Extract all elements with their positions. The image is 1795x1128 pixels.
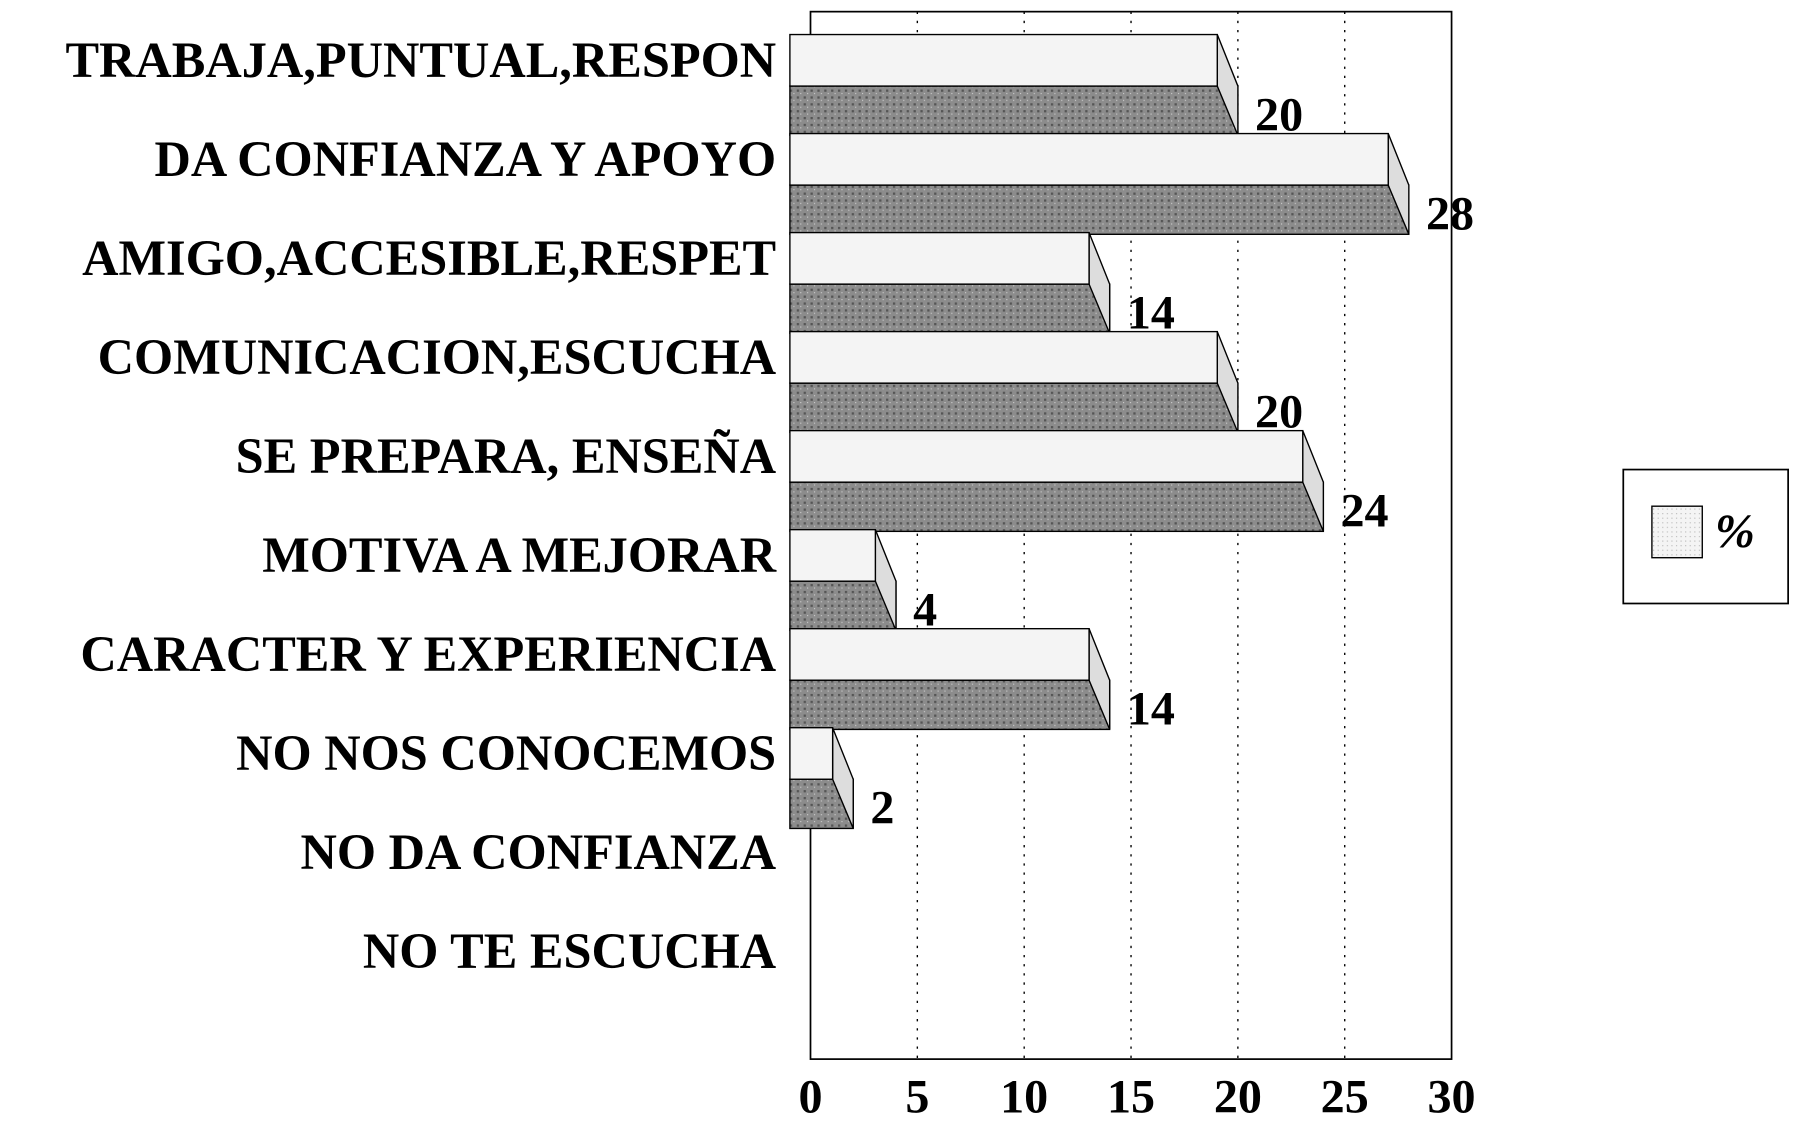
- y-tick-label: NO DA CONFIANZA: [301, 824, 777, 880]
- y-tick-label: TRABAJA,PUNTUAL,RESPON: [65, 32, 776, 88]
- bar-light: [789, 330, 1218, 384]
- x-tick-label: 5: [905, 1071, 929, 1124]
- bar: [789, 627, 1111, 731]
- bar-dark: [789, 382, 1239, 434]
- bar-dark: [789, 85, 1239, 136]
- bar-light: [789, 627, 1090, 681]
- y-tick-label: SE PREPARA, ENSEÑA: [236, 428, 777, 484]
- data-label: 4: [913, 583, 937, 636]
- data-label: 20: [1255, 88, 1303, 141]
- bar: [789, 231, 1111, 335]
- data-label: 2: [870, 781, 894, 834]
- bar: [789, 132, 1410, 235]
- y-tick-label: DA CONFIANZA Y APOYO: [155, 131, 777, 187]
- bar-dark: [789, 283, 1111, 335]
- bar-dark: [789, 679, 1111, 731]
- bar-light: [789, 231, 1090, 285]
- x-tick-label: 20: [1214, 1071, 1262, 1124]
- bar: [789, 429, 1325, 533]
- bar-light: [789, 132, 1389, 186]
- y-tick-label: NO TE ESCUCHA: [363, 923, 776, 979]
- y-tick-label: CARACTER Y EXPERIENCIA: [80, 626, 776, 682]
- bar-dark: [789, 184, 1410, 235]
- x-tick-label: 25: [1321, 1071, 1369, 1124]
- bar-light: [789, 727, 834, 780]
- legend: [1622, 468, 1789, 605]
- bar: [789, 528, 897, 632]
- data-label: 28: [1426, 187, 1474, 240]
- bar: [789, 33, 1239, 136]
- legend-swatch: [1651, 505, 1703, 559]
- bar-light: [789, 33, 1218, 87]
- legend-box: [1622, 468, 1789, 605]
- y-tick-label: MOTIVA A MEJORAR: [262, 527, 777, 583]
- y-tick-label: NO NOS CONOCEMOS: [236, 725, 776, 781]
- y-tick-label: COMUNICACION,ESCUCHA: [98, 329, 776, 385]
- bar: [789, 330, 1239, 434]
- x-tick-label: 10: [1000, 1071, 1048, 1124]
- bar-light: [789, 528, 877, 582]
- data-label: 20: [1255, 385, 1303, 438]
- bar-dark: [789, 481, 1325, 533]
- data-label: 24: [1341, 484, 1389, 537]
- x-tick-label: 30: [1428, 1071, 1476, 1124]
- legend-label: %: [1715, 505, 1755, 558]
- data-label: 14: [1127, 682, 1175, 735]
- bar: [789, 727, 854, 830]
- x-tick-label: 0: [798, 1071, 822, 1124]
- data-label: 14: [1127, 286, 1175, 339]
- bar-light: [789, 429, 1304, 483]
- y-tick-label: AMIGO,ACCESIBLE,RESPET: [82, 230, 776, 286]
- x-tick-label: 15: [1107, 1071, 1155, 1124]
